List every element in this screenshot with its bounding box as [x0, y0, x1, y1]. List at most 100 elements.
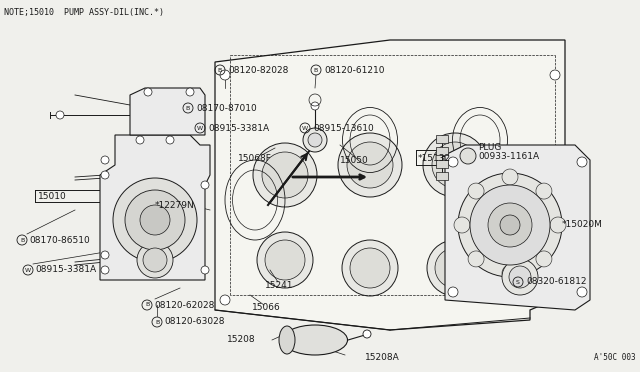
Circle shape [577, 287, 587, 297]
Circle shape [488, 203, 532, 247]
Text: 15066: 15066 [252, 304, 281, 312]
Text: 08120-62028: 08120-62028 [154, 301, 214, 310]
Circle shape [308, 133, 322, 147]
Text: *15020M: *15020M [562, 219, 603, 228]
Circle shape [470, 185, 550, 265]
Circle shape [311, 102, 319, 110]
Circle shape [257, 232, 313, 288]
Text: *12279N: *12279N [155, 201, 195, 209]
Circle shape [536, 183, 552, 199]
Circle shape [460, 148, 476, 164]
Circle shape [363, 330, 371, 338]
Circle shape [342, 240, 398, 296]
Circle shape [509, 266, 531, 288]
Circle shape [140, 205, 170, 235]
Text: NOTE;15010  PUMP ASSY-DIL(INC.*): NOTE;15010 PUMP ASSY-DIL(INC.*) [4, 8, 164, 17]
Circle shape [265, 240, 305, 280]
Circle shape [502, 265, 518, 281]
Text: 00933-1161A: 00933-1161A [478, 151, 539, 160]
Circle shape [136, 136, 144, 144]
Circle shape [550, 295, 560, 305]
Circle shape [427, 240, 483, 296]
Text: 08120-61210: 08120-61210 [324, 65, 385, 74]
Text: 08170-86510: 08170-86510 [29, 235, 90, 244]
Circle shape [262, 152, 308, 198]
Text: *15132: *15132 [418, 154, 451, 163]
Circle shape [577, 157, 587, 167]
Circle shape [520, 248, 560, 288]
Circle shape [347, 142, 393, 188]
Text: B: B [155, 320, 159, 324]
Bar [436, 147, 448, 155]
Circle shape [137, 242, 173, 278]
Text: 15208: 15208 [227, 336, 255, 344]
Text: B: B [218, 67, 222, 73]
Circle shape [101, 156, 109, 164]
Text: A'50C 003: A'50C 003 [595, 353, 636, 362]
Text: 08915-13610: 08915-13610 [313, 124, 374, 132]
Circle shape [536, 251, 552, 267]
Circle shape [56, 111, 64, 119]
Polygon shape [130, 88, 205, 135]
Circle shape [350, 248, 390, 288]
Bar [436, 160, 448, 168]
Circle shape [101, 251, 109, 259]
Text: 15068F: 15068F [238, 154, 272, 163]
Circle shape [468, 183, 484, 199]
Circle shape [432, 142, 478, 188]
Circle shape [220, 70, 230, 80]
Text: PLUG: PLUG [478, 142, 501, 151]
Text: B: B [314, 67, 318, 73]
Circle shape [454, 217, 470, 233]
Polygon shape [100, 135, 210, 280]
Text: 15241: 15241 [265, 280, 294, 289]
Bar [436, 135, 448, 143]
Text: 15010: 15010 [38, 192, 67, 201]
Circle shape [500, 215, 520, 235]
Circle shape [186, 88, 194, 96]
Text: 08170-87010: 08170-87010 [196, 103, 257, 112]
Text: W: W [197, 125, 203, 131]
Circle shape [201, 266, 209, 274]
Text: 08915-3381A: 08915-3381A [35, 266, 96, 275]
Circle shape [502, 169, 518, 185]
Circle shape [512, 240, 568, 296]
Circle shape [143, 248, 167, 272]
Text: 08320-61812: 08320-61812 [526, 278, 586, 286]
Circle shape [338, 133, 402, 197]
Text: B: B [20, 237, 24, 243]
Polygon shape [215, 40, 565, 330]
Circle shape [550, 70, 560, 80]
Text: 15208A: 15208A [365, 353, 400, 362]
Polygon shape [445, 145, 590, 310]
Text: W: W [25, 267, 31, 273]
Circle shape [303, 128, 327, 152]
Circle shape [435, 248, 475, 288]
Circle shape [101, 171, 109, 179]
Text: B: B [186, 106, 190, 110]
Ellipse shape [282, 325, 348, 355]
Circle shape [423, 133, 487, 197]
Text: W: W [302, 125, 308, 131]
Text: 08120-82028: 08120-82028 [228, 65, 289, 74]
Text: 08915-3381A: 08915-3381A [208, 124, 269, 132]
Circle shape [468, 251, 484, 267]
Circle shape [458, 173, 562, 277]
Text: 15050: 15050 [340, 155, 369, 164]
Circle shape [502, 259, 538, 295]
Bar [436, 172, 448, 180]
Ellipse shape [279, 326, 295, 354]
Text: S: S [516, 279, 520, 285]
Circle shape [448, 287, 458, 297]
Circle shape [113, 178, 197, 262]
Text: B: B [145, 302, 149, 308]
Circle shape [125, 190, 185, 250]
Circle shape [448, 157, 458, 167]
Circle shape [166, 136, 174, 144]
Text: 08120-63028: 08120-63028 [164, 317, 225, 327]
Circle shape [550, 217, 566, 233]
Circle shape [101, 266, 109, 274]
Circle shape [253, 143, 317, 207]
Circle shape [201, 181, 209, 189]
Circle shape [144, 88, 152, 96]
